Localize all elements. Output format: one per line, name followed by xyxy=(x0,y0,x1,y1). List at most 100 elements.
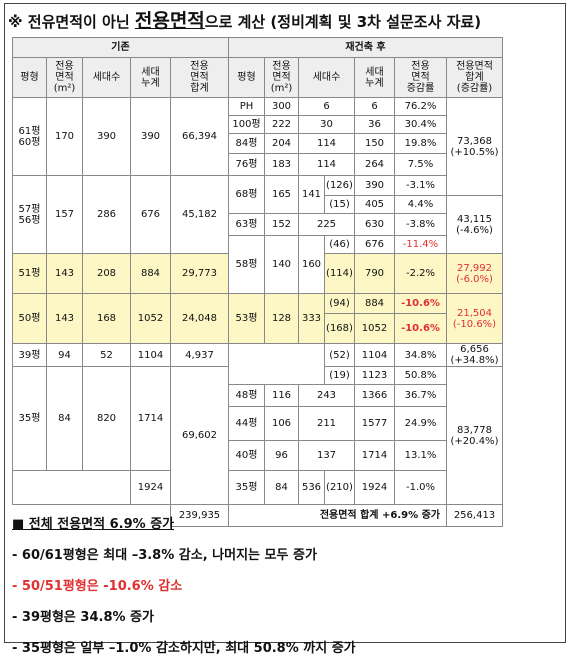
table-cell: 36 xyxy=(354,115,395,134)
col-header: 세대수 xyxy=(298,57,355,98)
table-cell: 52 xyxy=(82,343,131,367)
table-cell: 1123 xyxy=(354,366,395,385)
table-cell: 53평 xyxy=(228,293,265,344)
rebuild-total-label: 전용면적 합계 +6.9% 증가 xyxy=(228,504,447,527)
table-cell: 39평 xyxy=(12,343,47,367)
rebuild-total: 256,413 xyxy=(446,504,503,527)
table-cell: 40평 xyxy=(228,440,265,471)
summary-item: - 50/51평형은 -10.6% 감소 xyxy=(12,579,183,594)
table-cell: 30 xyxy=(298,115,355,134)
table-cell: 141 xyxy=(298,175,325,214)
table-cell: 676 xyxy=(354,235,395,254)
table-cell: 390 xyxy=(82,97,131,176)
table-cell: 6 xyxy=(354,97,395,116)
table-cell: 1924 xyxy=(130,470,171,505)
table-cell: 7.5% xyxy=(394,153,447,176)
col-header: 전용면적 합계 (증감률) xyxy=(446,57,503,98)
col-header: 세대 누계 xyxy=(130,57,171,98)
table-cell: 137 xyxy=(298,440,355,471)
table-cell: 51평 xyxy=(12,253,47,294)
table-cell: (126) xyxy=(324,175,355,196)
table-cell: (19) xyxy=(324,366,355,385)
table-cell: 84 xyxy=(46,366,83,471)
table-cell: 13.1% xyxy=(394,440,447,471)
table-cell: (210) xyxy=(324,470,355,505)
table-cell: 143 xyxy=(46,293,83,344)
table-cell xyxy=(228,343,325,385)
table-cell: 63평 xyxy=(228,213,265,236)
table-cell: 286 xyxy=(82,175,131,254)
table-cell: -3.8% xyxy=(394,213,447,236)
table-cell: 1714 xyxy=(354,440,395,471)
col-header: 평형 xyxy=(228,57,265,98)
table-cell: -1.0% xyxy=(394,470,447,505)
table-cell: 73,368 (+10.5%) xyxy=(446,97,503,196)
table-cell: 48평 xyxy=(228,384,265,407)
table-cell: (168) xyxy=(324,313,355,344)
table-cell: 45,182 xyxy=(170,175,229,254)
col-header: 평형 xyxy=(12,57,47,98)
table-cell: 183 xyxy=(264,153,299,176)
table-cell: 128 xyxy=(264,293,299,344)
table-cell: 1052 xyxy=(354,313,395,344)
table-cell: 4.4% xyxy=(394,195,447,214)
table-cell: -10.6% xyxy=(394,313,447,344)
title-prefix: ※ 전유면적이 아닌 xyxy=(8,13,135,31)
table-cell: 211 xyxy=(298,406,355,441)
table-cell: 165 xyxy=(264,175,299,214)
summary-item: - 35평형은 일부 –1.0% 감소하지만, 최대 50.8% 까지 증가 xyxy=(12,641,356,656)
table-cell: 24.9% xyxy=(394,406,447,441)
table-cell: 300 xyxy=(264,97,299,116)
table-cell: 6 xyxy=(298,97,355,116)
table-cell: 143 xyxy=(46,253,83,294)
table-cell: 1104 xyxy=(130,343,171,367)
table-cell: 170 xyxy=(46,97,83,176)
table-cell: 76평 xyxy=(228,153,265,176)
table-cell: 19.8% xyxy=(394,133,447,154)
table-cell: 29,773 xyxy=(170,253,229,294)
table-cell: 84 xyxy=(264,470,299,505)
table-cell: 21,504 (-10.6%) xyxy=(446,293,503,344)
table-cell: 204 xyxy=(264,133,299,154)
table-cell: -10.6% xyxy=(394,293,447,314)
table-cell: 225 xyxy=(298,213,355,236)
table-cell: 1104 xyxy=(354,343,395,367)
table-cell: PH xyxy=(228,97,265,116)
table-cell: 676 xyxy=(130,175,171,254)
table-cell: 790 xyxy=(354,253,395,294)
col-header: 세대 누계 xyxy=(354,57,395,98)
summary-item: - 39평형은 34.8% 증가 xyxy=(12,610,154,625)
summary-item: ■ 전체 전용면적 6.9% 증가 xyxy=(12,517,175,532)
table-cell: 1052 xyxy=(130,293,171,344)
table-cell: 1924 xyxy=(354,470,395,505)
table-cell: 390 xyxy=(354,175,395,196)
table-cell: 36.7% xyxy=(394,384,447,407)
table-cell: 630 xyxy=(354,213,395,236)
header-existing: 기존 xyxy=(12,37,229,58)
table-cell: 160 xyxy=(298,235,325,294)
table-cell: 76.2% xyxy=(394,97,447,116)
table-cell: 208 xyxy=(82,253,131,294)
table-cell: (52) xyxy=(324,343,355,367)
table-cell: 884 xyxy=(354,293,395,314)
table-cell: 264 xyxy=(354,153,395,176)
summary-list: ■ 전체 전용면적 6.9% 증가 - 60/61평형은 최대 –3.8% 감소… xyxy=(12,509,356,664)
table-cell: 83,778 (+20.4%) xyxy=(446,366,503,505)
header-rebuild: 재건축 후 xyxy=(228,37,503,58)
table-cell: 168 xyxy=(82,293,131,344)
table-cell: 44평 xyxy=(228,406,265,441)
table-cell: -2.2% xyxy=(394,253,447,294)
area-comparison-table: 기존 재건축 후 평형 전용 면적 (m²) 세대수 세대 누계 전용 면적 합… xyxy=(12,37,503,527)
title-emphasis: 전용면적 xyxy=(134,10,205,32)
table-cell: 114 xyxy=(298,133,355,154)
col-header: 전용 면적 (m²) xyxy=(46,57,83,98)
table-cell: 68평 xyxy=(228,175,265,214)
title-suffix: 으로 계산 (정비계획 및 3차 설문조사 자료) xyxy=(204,13,482,31)
col-header: 전용 면적 합계 xyxy=(170,57,229,98)
table-cell: 94 xyxy=(46,343,83,367)
table-cell: 106 xyxy=(264,406,299,441)
col-header: 세대수 xyxy=(82,57,131,98)
table-cell: (114) xyxy=(324,253,355,294)
table-cell xyxy=(12,470,131,505)
table-cell: 1366 xyxy=(354,384,395,407)
